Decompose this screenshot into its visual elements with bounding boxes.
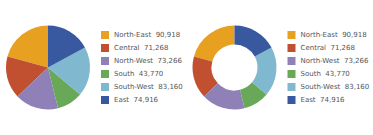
svg-text:North-East 90,918: North-East 90,918 xyxy=(114,31,180,39)
svg-text:South-West 83,160: South-West 83,160 xyxy=(301,83,370,91)
svg-text:South-West 83,160: South-West 83,160 xyxy=(114,83,183,91)
svg-text:East 74,916: East 74,916 xyxy=(301,96,346,104)
svg-text:North-East 90,918: North-East 90,918 xyxy=(301,31,367,39)
svg-text:East 74,916: East 74,916 xyxy=(114,96,159,104)
svg-text:North-West 73,266: North-West 73,266 xyxy=(301,57,370,65)
svg-text:Central 71,268: Central 71,268 xyxy=(114,44,168,52)
svg-text:Central 71,268: Central 71,268 xyxy=(301,44,355,52)
svg-text:South 43,770: South 43,770 xyxy=(301,70,350,78)
svg-text:North-West 73,266: North-West 73,266 xyxy=(114,57,183,65)
svg-text:South 43,770: South 43,770 xyxy=(114,70,163,78)
